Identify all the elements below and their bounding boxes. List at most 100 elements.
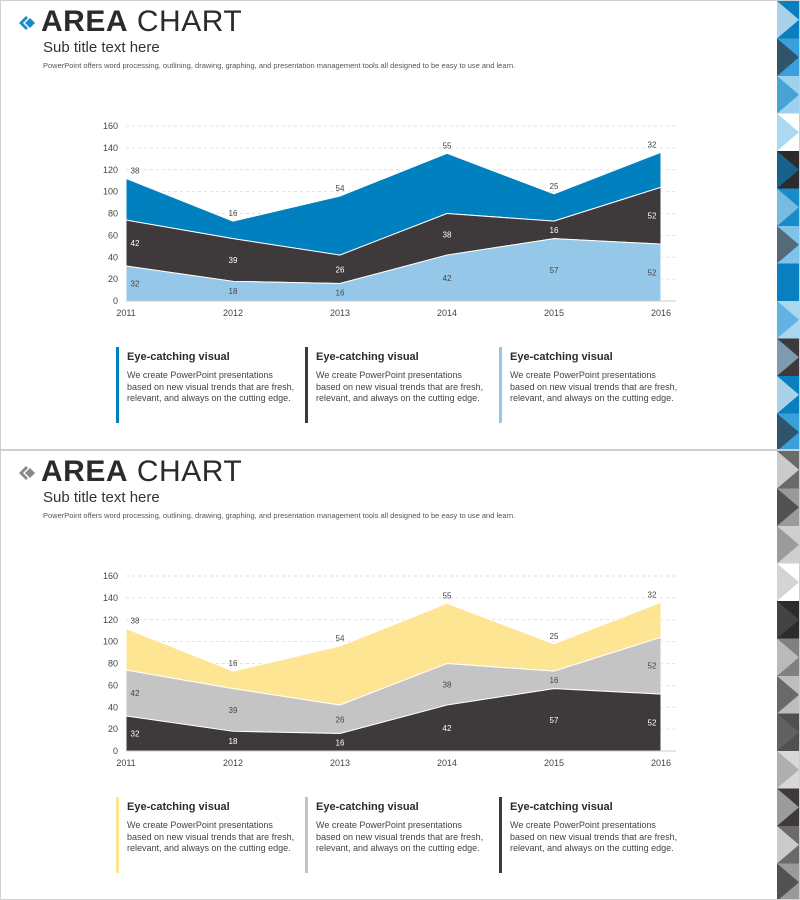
title-light: CHART (136, 5, 243, 38)
decorative-stripe (777, 1, 799, 449)
stripe-chevron (777, 638, 799, 676)
data-label: 16 (550, 226, 559, 235)
stripe-chevron (777, 151, 799, 189)
stripe-chevron (777, 713, 799, 751)
card-title: Eye-catching visual (316, 801, 419, 813)
x-tick-label: 2016 (651, 308, 671, 318)
data-label: 16 (229, 209, 238, 218)
stripe-chevron (777, 563, 799, 601)
diamond-logo-icon (19, 466, 35, 480)
stripe-chevron (777, 76, 799, 114)
data-label: 38 (443, 680, 452, 689)
data-label: 52 (648, 269, 657, 278)
stripe-chevron (777, 601, 799, 639)
info-card-1: Eye-catching visual We create PowerPoint… (116, 347, 296, 423)
x-tick-label: 2015 (544, 758, 564, 768)
data-label: 42 (443, 724, 452, 733)
data-label: 54 (336, 634, 345, 643)
data-label: 18 (229, 287, 238, 296)
diamond-logo-icon (19, 16, 35, 30)
stripe-chevron (777, 826, 799, 864)
card-title: Eye-catching visual (127, 351, 230, 363)
x-tick-label: 2011 (116, 308, 135, 318)
description: PowerPoint offers word processing, outli… (43, 511, 516, 520)
data-label: 42 (131, 239, 140, 248)
stripe-chevron (777, 376, 799, 414)
page-title: AREA CHART (41, 5, 242, 39)
stripe-chevron (777, 188, 799, 226)
y-tick-label: 120 (103, 615, 118, 625)
data-label: 25 (550, 632, 559, 641)
data-label: 25 (550, 182, 559, 191)
x-tick-label: 2013 (330, 308, 350, 318)
card-text: We create PowerPoint presentations based… (127, 370, 295, 404)
x-tick-label: 2014 (437, 758, 457, 768)
x-tick-label: 2013 (330, 758, 350, 768)
data-label: 32 (648, 590, 657, 599)
y-tick-label: 40 (108, 702, 118, 712)
y-tick-label: 140 (103, 143, 118, 153)
title-bold: AREA (41, 455, 129, 488)
stripe-chevron (777, 751, 799, 789)
description: PowerPoint offers word processing, outli… (43, 61, 516, 70)
data-label: 52 (648, 212, 657, 221)
stripe-chevron (777, 676, 799, 714)
info-card-2: Eye-catching visual We create PowerPoint… (305, 347, 485, 423)
data-label: 26 (336, 715, 345, 724)
data-label: 32 (131, 730, 140, 739)
card-text: We create PowerPoint presentations based… (127, 820, 295, 854)
card-title: Eye-catching visual (316, 351, 419, 363)
x-tick-label: 2014 (437, 308, 457, 318)
y-tick-label: 20 (108, 724, 118, 734)
y-tick-label: 0 (113, 746, 118, 756)
decorative-stripe (777, 451, 799, 899)
card-title: Eye-catching visual (510, 801, 613, 813)
slide-1: AREA CHART Sub title text here PowerPoin… (0, 0, 800, 450)
stripe-chevron (777, 226, 799, 264)
data-label: 52 (648, 719, 657, 728)
y-tick-label: 160 (103, 121, 118, 131)
x-tick-label: 2012 (223, 758, 243, 768)
stripe-chevron (777, 1, 799, 39)
stripe-chevron (777, 263, 799, 301)
data-label: 39 (229, 256, 238, 265)
info-card-3: Eye-catching visual We create PowerPoint… (499, 797, 679, 873)
card-title: Eye-catching visual (127, 801, 230, 813)
data-label: 18 (229, 737, 238, 746)
data-label: 42 (443, 274, 452, 283)
stripe-chevron (777, 413, 799, 449)
data-label: 54 (336, 184, 345, 193)
y-tick-label: 0 (113, 296, 118, 306)
data-label: 16 (336, 738, 345, 747)
info-card-1: Eye-catching visual We create PowerPoint… (116, 797, 296, 873)
y-tick-label: 120 (103, 165, 118, 175)
subtitle: Sub title text here (43, 489, 160, 506)
stripe-chevron (777, 788, 799, 826)
card-text: We create PowerPoint presentations based… (316, 370, 484, 404)
stripe-chevron (777, 526, 799, 564)
x-tick-label: 2011 (116, 758, 135, 768)
data-label: 26 (336, 265, 345, 274)
y-tick-label: 100 (103, 637, 118, 647)
data-label: 38 (131, 167, 140, 176)
page-title: AREA CHART (41, 455, 242, 489)
card-text: We create PowerPoint presentations based… (316, 820, 484, 854)
y-tick-label: 80 (108, 659, 118, 669)
x-tick-label: 2016 (651, 758, 671, 768)
y-tick-label: 60 (108, 680, 118, 690)
stripe-chevron (777, 301, 799, 339)
info-card-3: Eye-catching visual We create PowerPoint… (499, 347, 679, 423)
y-tick-label: 40 (108, 252, 118, 262)
card-title: Eye-catching visual (510, 351, 613, 363)
data-label: 52 (648, 662, 657, 671)
data-label: 32 (131, 280, 140, 289)
title-light: CHART (136, 455, 243, 488)
data-label: 16 (229, 659, 238, 668)
title-bold: AREA (41, 5, 129, 38)
area-chart: 0 20 40 60 80 100 120 140 160 2011 2012 2013 2014 201… (103, 121, 676, 318)
card-text: We create PowerPoint presentations based… (510, 370, 678, 404)
y-tick-label: 160 (103, 571, 118, 581)
stripe-chevron (777, 488, 799, 526)
data-label: 55 (443, 141, 452, 150)
x-tick-label: 2012 (223, 308, 243, 318)
